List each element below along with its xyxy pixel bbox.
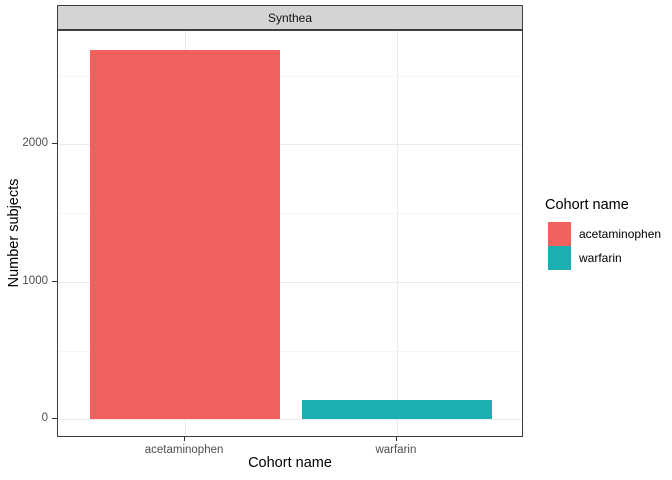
major-gridline-vertical: [396, 31, 398, 436]
legend-title: Cohort name: [545, 197, 629, 213]
legend: Cohort name acetaminophen warfarin: [545, 197, 661, 270]
major-gridline: [58, 419, 522, 421]
y-tick-mark: [52, 418, 57, 420]
major-gridline: [58, 281, 522, 283]
minor-gridline: [58, 75, 522, 77]
legend-label: warfarin: [579, 251, 622, 265]
legend-item-warfarin: warfarin: [548, 246, 661, 270]
x-tick-label-warfarin: warfarin: [375, 444, 417, 456]
x-tick-mark: [395, 437, 397, 441]
facet-strip-label: Synthea: [267, 10, 313, 25]
plot-panel: [57, 30, 523, 437]
y-axis-title: Number subjects: [6, 178, 22, 288]
facet-strip: Synthea: [57, 5, 523, 30]
minor-gridline: [58, 213, 522, 215]
x-tick-label-acetaminophen: acetaminophen: [144, 444, 224, 456]
legend-swatch-acetaminophen: [548, 222, 571, 246]
y-tick-label: 1000: [22, 274, 48, 287]
legend-label: acetaminophen: [579, 227, 662, 241]
y-tick-mark: [52, 143, 57, 145]
minor-gridline: [58, 350, 522, 352]
y-tick-mark: [52, 280, 57, 282]
y-tick-label: 2000: [22, 137, 48, 150]
x-axis-title: Cohort name: [248, 455, 332, 471]
major-gridline: [58, 144, 522, 146]
y-tick-label: 0: [41, 412, 48, 425]
bar-acetaminophen: [89, 49, 281, 420]
legend-swatch-warfarin: [548, 246, 571, 270]
x-tick-mark: [184, 437, 186, 441]
bar-warfarin: [301, 400, 493, 420]
legend-item-acetaminophen: acetaminophen: [548, 222, 661, 246]
legend-items: acetaminophen warfarin: [545, 222, 661, 270]
